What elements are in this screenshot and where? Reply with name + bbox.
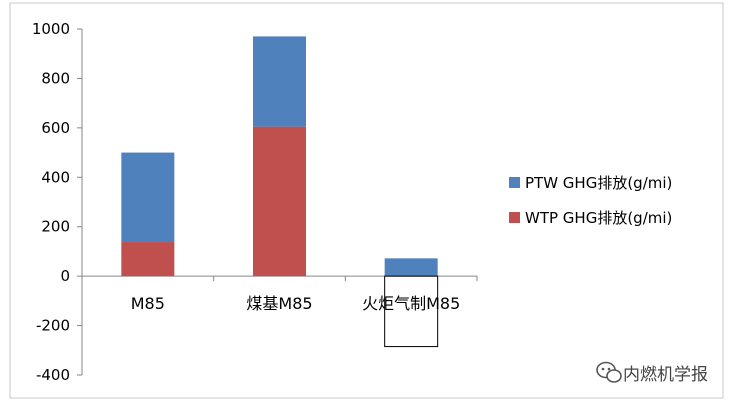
y-tick-label: -200 xyxy=(36,317,70,335)
bar-wtp-0 xyxy=(121,242,175,277)
x-category-label: 煤基M85 xyxy=(246,294,312,313)
legend-swatch-wtp xyxy=(509,212,520,223)
chart-border xyxy=(9,2,724,399)
y-tick-label: 1000 xyxy=(32,20,70,38)
y-tick-label: 0 xyxy=(60,267,70,285)
x-category-label: M85 xyxy=(131,294,165,313)
y-tick-label: 800 xyxy=(41,69,70,87)
y-tick-label: -400 xyxy=(36,366,70,384)
y-tick-label: 400 xyxy=(41,168,70,186)
legend: PTW GHG排放(g/mi) WTP GHG排放(g/mi) xyxy=(509,174,672,227)
x-category-label: 火炬气制M85 xyxy=(362,294,460,313)
plot-area: -400 -200 0 200 400 600 800 1000 M85 煤基M85 火炬气制M85 xyxy=(32,20,478,384)
y-tick-label: 200 xyxy=(41,218,70,236)
legend-label-ptw: PTW GHG排放(g/mi) xyxy=(525,174,672,192)
y-tick-label: 600 xyxy=(41,119,70,137)
watermark: 内燃机学报 xyxy=(596,361,708,385)
legend-label-wtp: WTP GHG排放(g/mi) xyxy=(525,209,672,227)
watermark-text: 内燃机学报 xyxy=(623,365,708,385)
wechat-icon xyxy=(596,361,622,383)
bar-ptw-2 xyxy=(384,258,438,277)
legend-swatch-ptw xyxy=(509,177,520,188)
bar-ptw-0 xyxy=(121,152,175,243)
bar-negative-outline xyxy=(384,275,439,348)
bar-wtp-1 xyxy=(253,126,306,277)
bar-ptw-1 xyxy=(253,36,306,127)
